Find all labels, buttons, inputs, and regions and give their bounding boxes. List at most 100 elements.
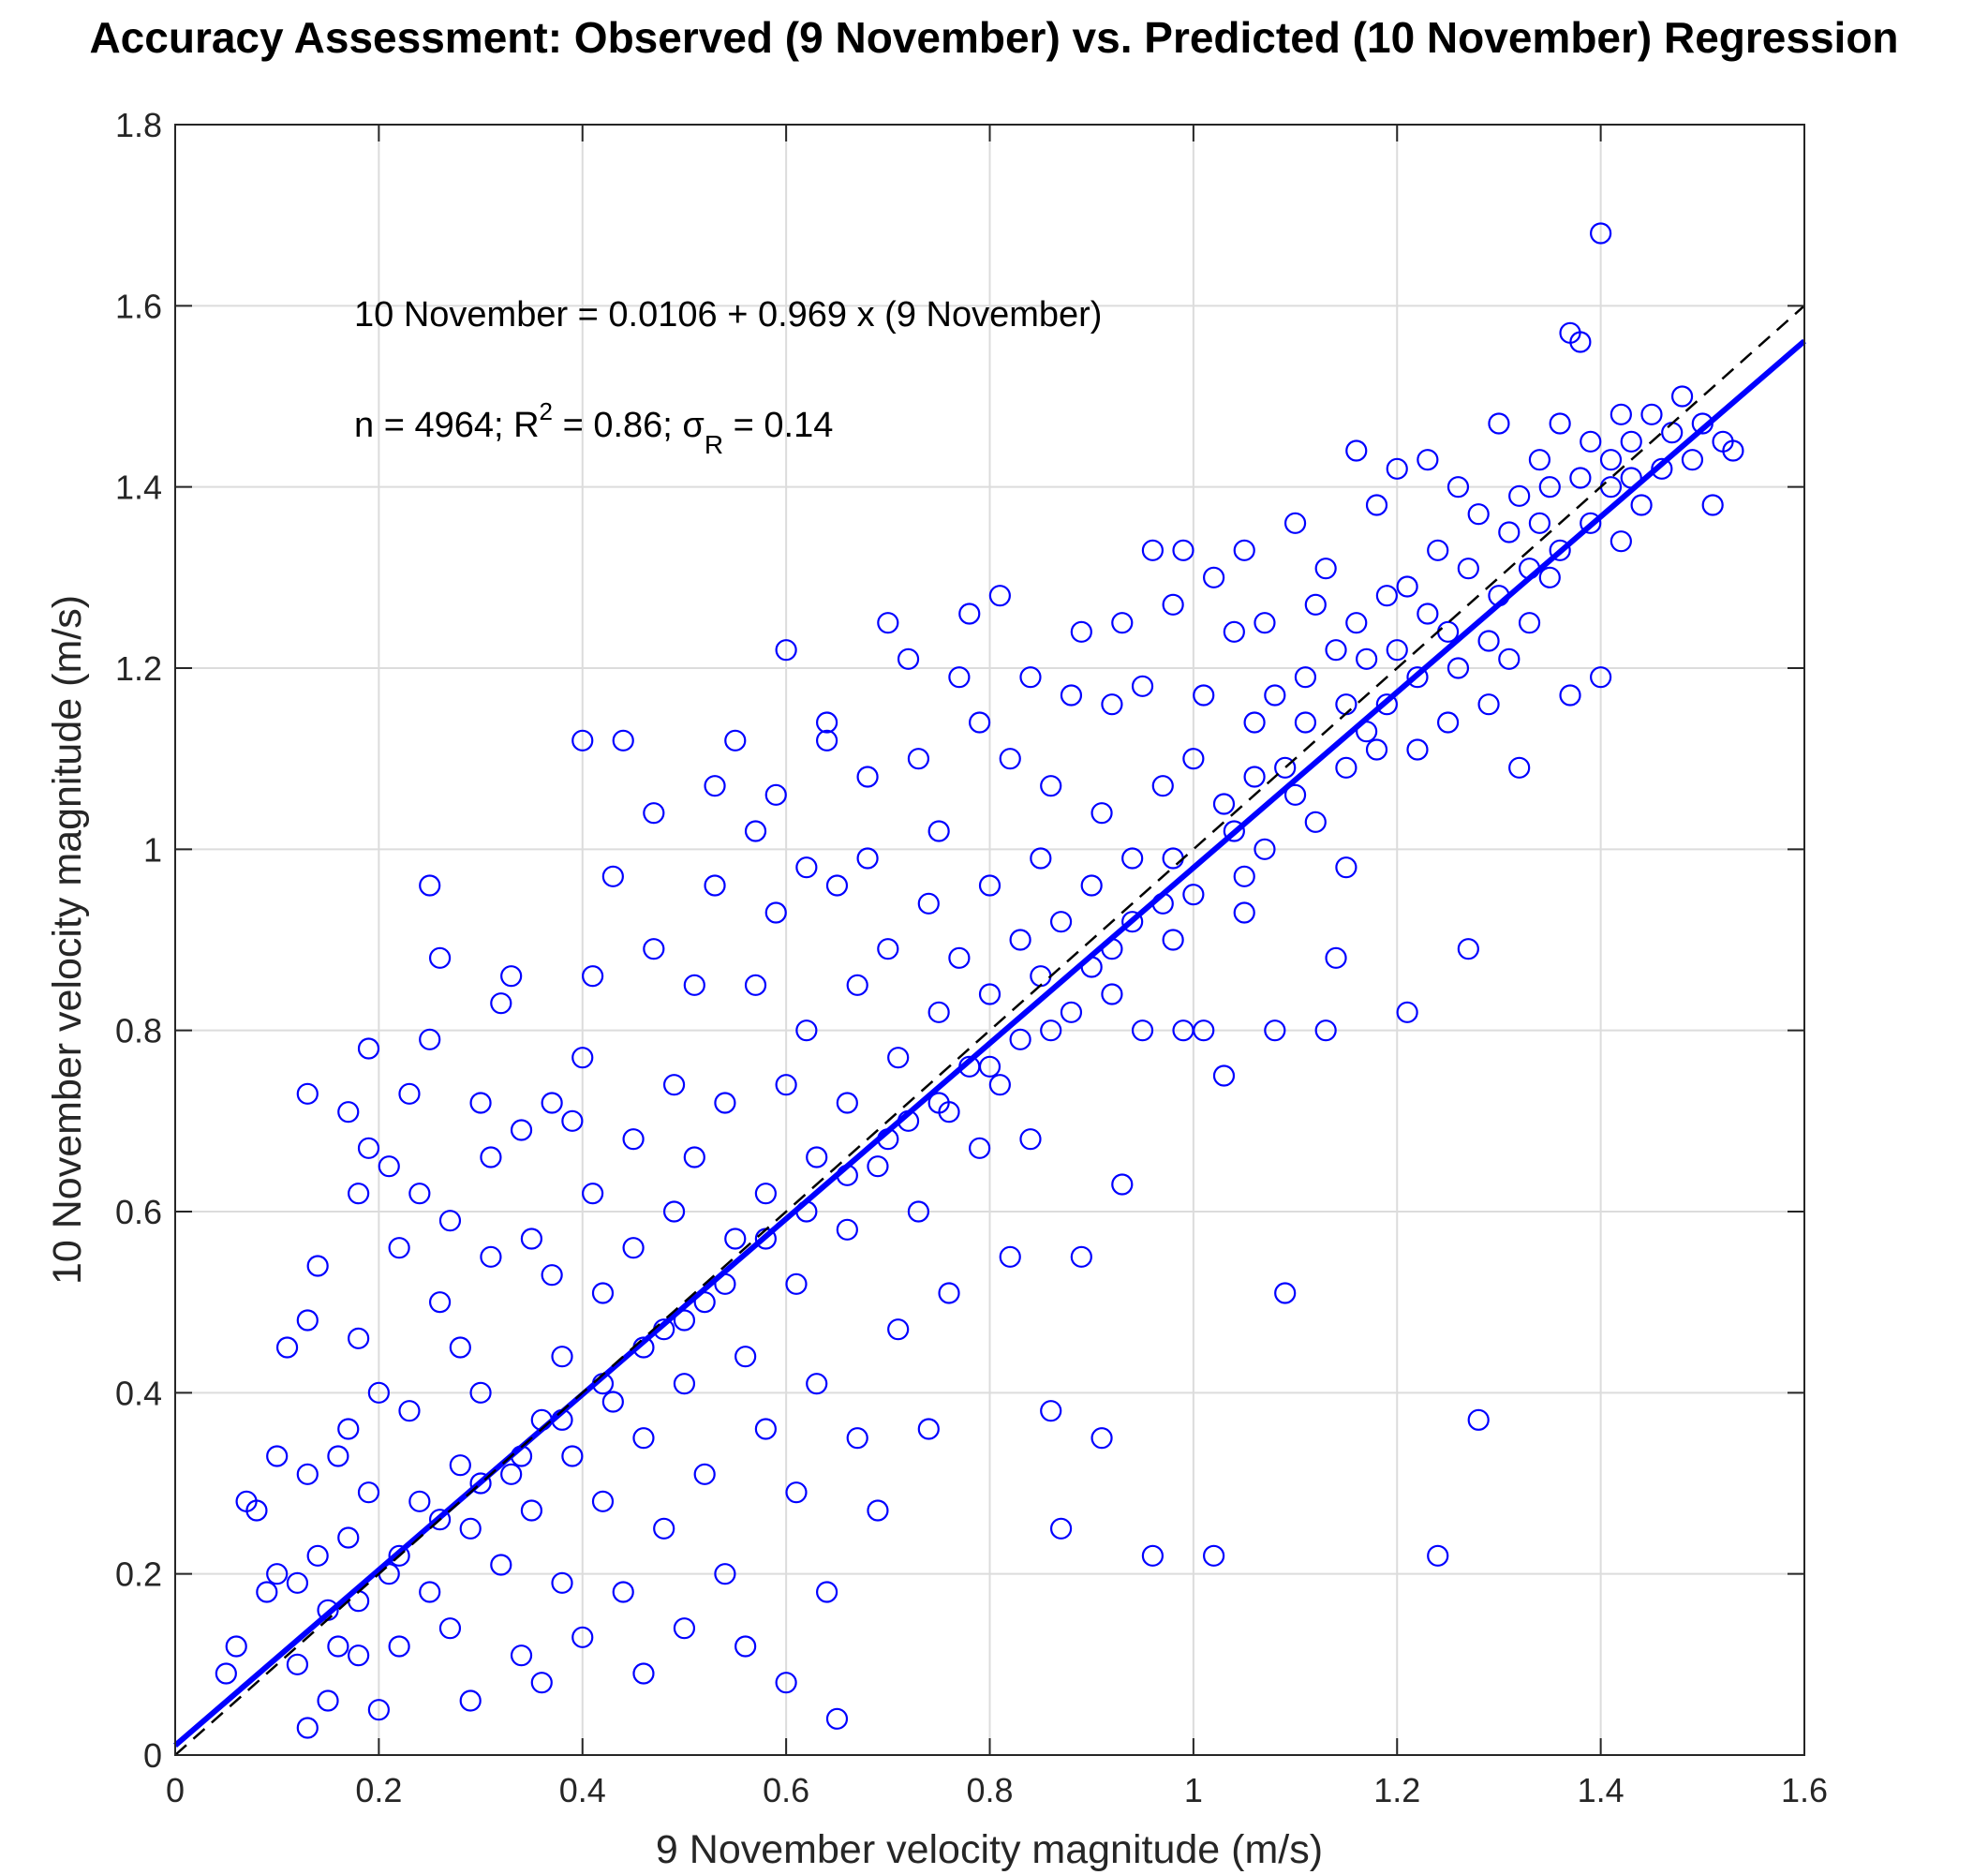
data-point: [459, 1689, 482, 1712]
data-point: [317, 1689, 339, 1712]
data-point: [1417, 449, 1439, 471]
data-point: [775, 639, 797, 662]
data-point: [1477, 630, 1500, 652]
data-point: [1283, 512, 1307, 534]
data-point: [1477, 693, 1500, 716]
data-point: [1610, 403, 1632, 425]
data-point: [1141, 1544, 1165, 1567]
data-point: [917, 1418, 940, 1440]
data-point: [1335, 756, 1357, 779]
data-point: [927, 1001, 950, 1023]
y-tick-label: 1.2: [115, 649, 162, 688]
data-point: [1212, 793, 1236, 815]
data-point: [388, 1635, 410, 1658]
data-point: [1203, 1544, 1225, 1567]
data-point: [1101, 983, 1123, 1005]
data-point: [1325, 639, 1347, 662]
data-point: [673, 1309, 696, 1332]
data-point: [1101, 693, 1123, 716]
data-point: [1467, 503, 1490, 526]
y-tick-label: 1.6: [115, 287, 162, 325]
regression-line: [173, 338, 1806, 1749]
data-point: [449, 1454, 471, 1477]
data-point: [764, 783, 787, 806]
data-point: [388, 1544, 410, 1567]
data-point: [662, 1074, 686, 1096]
data-point: [1162, 593, 1184, 616]
data-point: [1590, 666, 1612, 689]
data-point: [1049, 1517, 1073, 1540]
data-point: [927, 820, 950, 842]
data-point: [1264, 684, 1286, 707]
data-point: [1417, 603, 1439, 625]
data-point: [969, 711, 991, 734]
data-point: [1640, 403, 1663, 425]
data-point: [1549, 412, 1571, 435]
data-point: [897, 647, 920, 670]
data-point: [632, 1427, 655, 1450]
data-point: [419, 1581, 441, 1603]
data-point: [398, 1082, 421, 1105]
data-point: [1375, 693, 1398, 716]
data-point: [754, 1418, 777, 1440]
data-point: [643, 938, 665, 960]
data-point: [632, 1662, 655, 1685]
data-point: [999, 748, 1021, 770]
stats-prefix: n = 4964; R: [354, 406, 540, 445]
data-point: [582, 965, 604, 988]
data-point: [1488, 412, 1510, 435]
y-tick-label: 1.4: [115, 469, 162, 507]
data-point: [825, 874, 849, 897]
data-point: [225, 1635, 247, 1658]
data-point: [500, 1463, 523, 1485]
data-point: [988, 585, 1011, 607]
data-point: [408, 1183, 431, 1205]
data-point: [806, 1146, 828, 1168]
data-point: [561, 1445, 584, 1467]
data-point: [948, 666, 971, 689]
data-point: [1141, 539, 1165, 561]
data-point: [1559, 684, 1581, 707]
y-axis-label: 10 November velocity magnitude (m/s): [45, 595, 90, 1285]
data-point: [1151, 775, 1174, 797]
data-point: [785, 1272, 808, 1295]
data-point: [306, 1544, 329, 1567]
data-point: [1427, 539, 1449, 561]
data-point: [1080, 874, 1103, 897]
data-point: [1223, 620, 1245, 643]
data-point: [815, 1581, 838, 1603]
data-point: [1223, 820, 1245, 842]
data-point: [938, 1282, 960, 1304]
x-tick-label: 0.4: [559, 1771, 606, 1809]
data-point: [1162, 929, 1184, 951]
data-point: [266, 1445, 289, 1467]
data-point: [744, 820, 767, 842]
data-point: [806, 1373, 828, 1395]
data-point: [795, 1019, 818, 1042]
data-point: [286, 1653, 309, 1675]
data-point: [378, 1155, 400, 1178]
data-point: [877, 938, 899, 960]
data-point: [714, 1092, 736, 1114]
data-point: [836, 1218, 858, 1241]
data-point: [704, 775, 726, 797]
data-point: [1396, 575, 1418, 598]
data-point: [500, 965, 523, 988]
x-tick-label: 1: [1184, 1771, 1203, 1809]
data-point: [1019, 1128, 1042, 1151]
identity-line: [174, 305, 1805, 1756]
x-tick-label: 1.6: [1781, 1771, 1828, 1809]
y-tick-label: 1: [143, 830, 162, 869]
regression-equation: 10 November = 0.0106 + 0.969 x (9 Novemb…: [354, 295, 1102, 335]
data-point: [357, 1037, 380, 1060]
data-point: [978, 1055, 1001, 1078]
data-point: [1335, 693, 1357, 716]
data-point: [815, 711, 838, 734]
data-point: [296, 1463, 319, 1485]
data-point: [1446, 657, 1470, 679]
data-point: [490, 992, 512, 1015]
data-point: [1243, 766, 1266, 788]
data-point: [1193, 684, 1215, 707]
data-point: [622, 1237, 645, 1259]
